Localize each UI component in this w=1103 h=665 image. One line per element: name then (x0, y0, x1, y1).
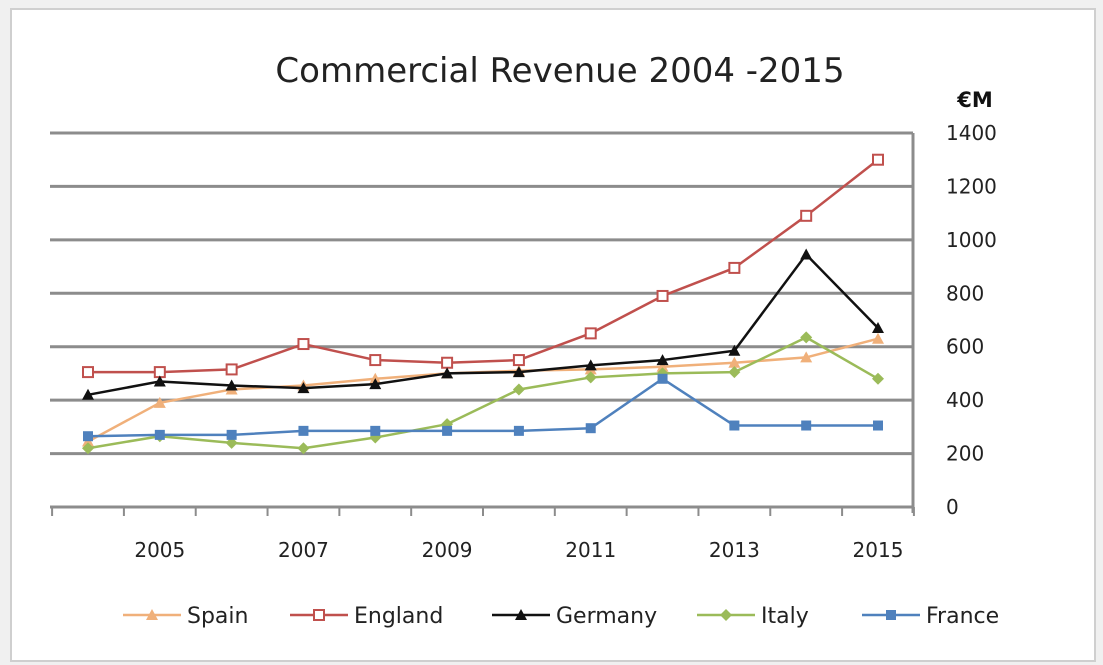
data-point-germany (82, 388, 94, 400)
data-point-spain (728, 356, 741, 368)
data-point-england (656, 289, 669, 302)
data-point-germany (872, 322, 884, 334)
data-point-england (225, 363, 238, 376)
data-point-germany (728, 344, 741, 356)
data-point-france (226, 429, 237, 440)
data-point-germany (369, 378, 382, 390)
data-point-england (584, 327, 597, 340)
data-point-england (512, 354, 525, 367)
data-point-france (442, 425, 453, 436)
data-point-italy (584, 371, 597, 384)
data-point-spain (153, 396, 166, 408)
legend-marker-england (313, 609, 325, 621)
y-tick-label: 1400 (946, 121, 997, 145)
legend-item-italy: Italy (697, 604, 809, 629)
data-point-france (801, 420, 812, 431)
series-layer (82, 153, 884, 455)
data-point-england (441, 356, 454, 369)
data-point-germany (800, 248, 813, 260)
data-point-italy (297, 442, 310, 455)
data-point-england (872, 153, 884, 166)
x-tick-label: 2005 (134, 538, 185, 562)
legend: Spain England Germany Italy France (123, 604, 999, 629)
data-point-england (369, 354, 382, 367)
x-tick-label: 2013 (709, 538, 760, 562)
data-point-spain (872, 332, 884, 344)
series-line-england (88, 158, 879, 374)
data-point-france (83, 431, 93, 442)
legend-item-spain: Spain (123, 604, 248, 629)
series-line-italy (87, 336, 879, 450)
data-point-italy (225, 436, 238, 449)
legend-label-italy: Italy (761, 604, 809, 629)
legend-marker-germany (515, 609, 527, 620)
y-tick-label: 0 (946, 495, 959, 519)
series-france (83, 373, 883, 442)
data-point-england (728, 261, 741, 274)
legend-label-germany: Germany (556, 604, 657, 629)
legend-marker-spain (146, 609, 158, 620)
axes: 0 200 400 600 800 1000 1200 1400 2005 2007 2009 201… (50, 121, 997, 562)
y-tick-label: 1000 (946, 228, 997, 252)
data-point-france (513, 425, 524, 436)
data-point-germany (153, 375, 166, 387)
y-tick-label: 200 (946, 442, 984, 466)
data-point-france (585, 423, 596, 434)
x-tick-label: 2011 (565, 538, 616, 562)
data-point-italy (512, 383, 525, 396)
y-tick-label: 800 (946, 281, 984, 305)
series-spain (82, 332, 884, 447)
y-tick-label: 400 (946, 388, 984, 412)
data-point-france (370, 425, 381, 436)
data-point-england (297, 338, 310, 351)
legend-marker-france (886, 610, 896, 620)
data-point-england (800, 209, 813, 222)
legend-label-france: France (926, 604, 999, 629)
chart-frame (10, 8, 1096, 662)
series-line-france (87, 377, 878, 438)
series-line-germany (87, 253, 879, 397)
legend-item-germany: Germany (492, 604, 657, 629)
data-point-spain (800, 351, 813, 363)
data-point-italy (800, 331, 813, 344)
legend-label-spain: Spain (187, 604, 248, 629)
data-point-germany (225, 379, 238, 391)
legend-item-france: France (862, 604, 999, 629)
data-point-germany (512, 366, 525, 378)
data-point-france (729, 420, 740, 431)
data-point-germany (441, 367, 454, 379)
data-point-italy (728, 366, 741, 379)
gridlines (50, 131, 913, 456)
data-point-france (154, 429, 165, 440)
legend-label-england: England (354, 604, 443, 629)
series-england (82, 153, 884, 379)
data-point-germany (584, 359, 597, 371)
legend-item-england: England (290, 604, 443, 629)
chart-title: Commercial Revenue 2004 -2015 (275, 51, 844, 91)
data-point-england (82, 366, 94, 379)
data-point-germany (656, 354, 669, 366)
y-tick-label: 600 (946, 335, 984, 359)
data-point-spain (656, 360, 669, 372)
data-point-germany (297, 382, 310, 394)
series-germany (82, 248, 884, 400)
data-point-france (657, 373, 668, 384)
x-tick-label: 2015 (853, 538, 904, 562)
y-axis-unit: €M (956, 88, 993, 112)
data-point-france (873, 420, 883, 431)
data-point-france (298, 425, 309, 436)
y-tick-label: 1200 (946, 174, 997, 198)
x-tick-label: 2009 (422, 538, 473, 562)
data-point-italy (82, 442, 94, 455)
data-point-italy (872, 372, 884, 385)
x-tick-label: 2007 (278, 538, 329, 562)
legend-marker-italy (720, 609, 732, 621)
